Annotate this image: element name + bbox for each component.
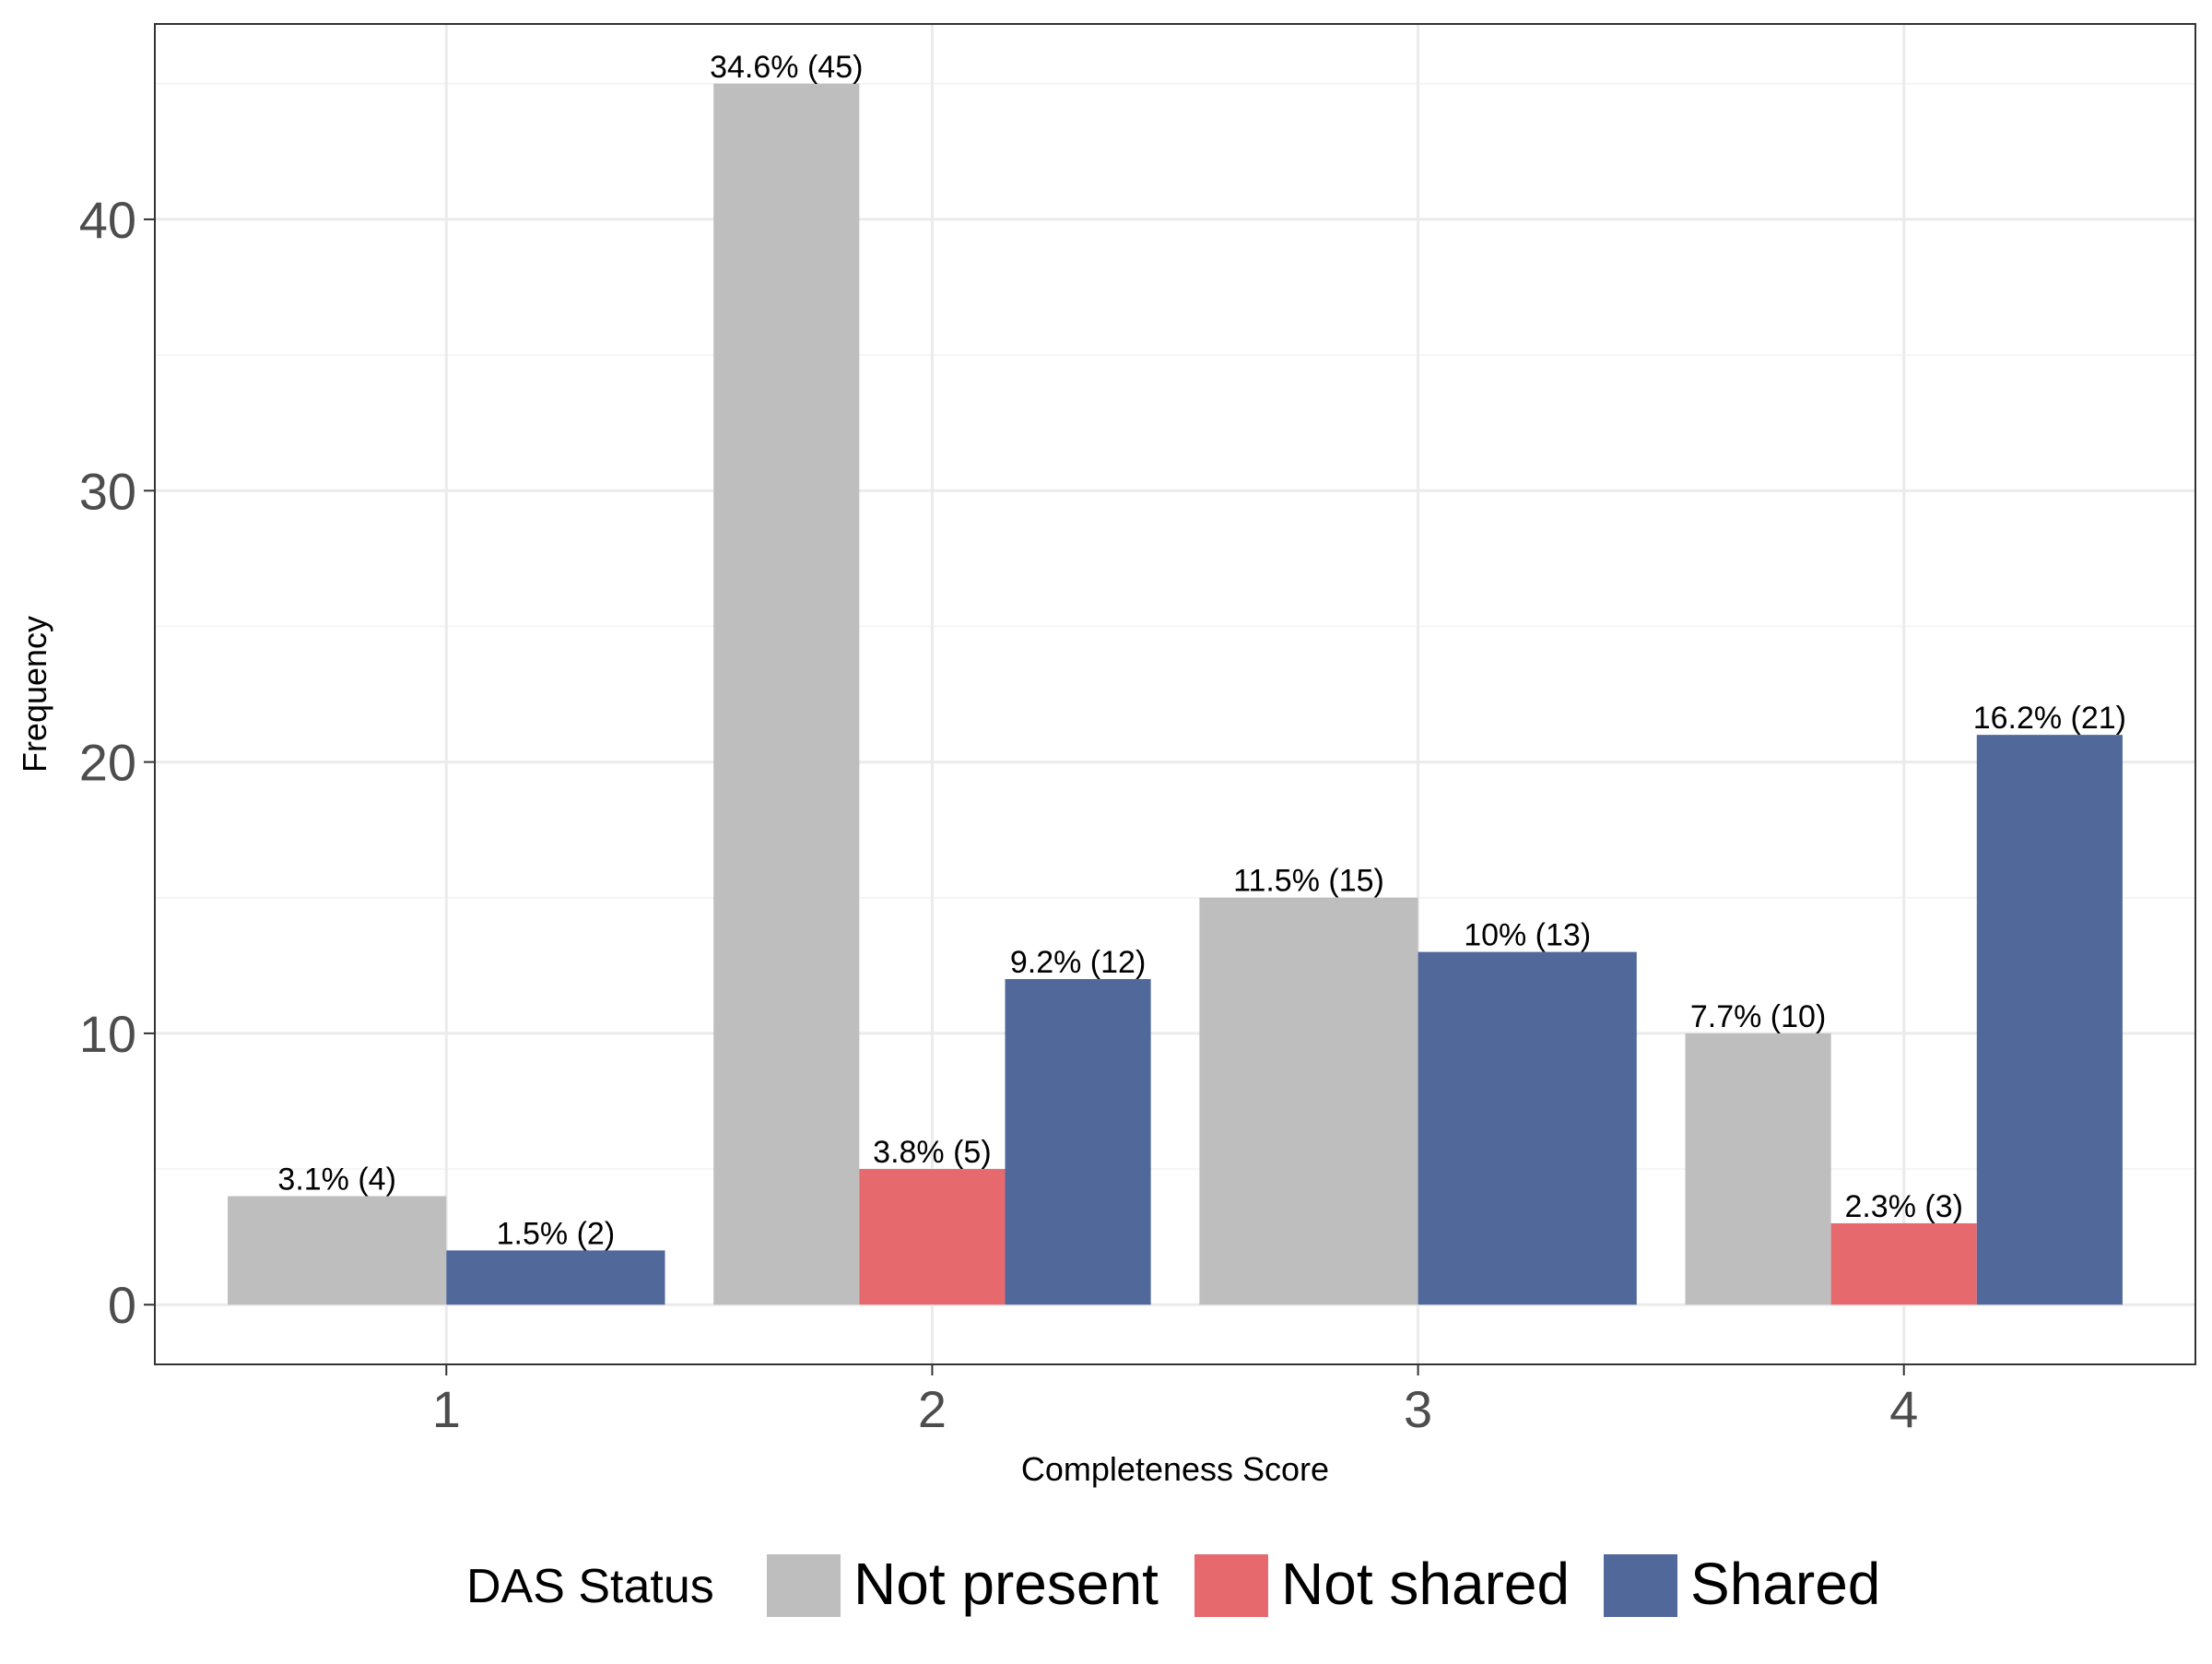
x-axis: 1 2 3 4 [432, 1364, 1918, 1438]
bar-shared-score-3 [1418, 951, 1637, 1305]
legend-items: Not present Not shared Shared [767, 1551, 1880, 1617]
x-tick-label: 3 [1404, 1380, 1432, 1438]
bar-not-shared-score-2 [859, 1169, 1006, 1305]
minor-gridlines [155, 83, 2195, 1170]
legend-key-shared [1604, 1554, 1677, 1617]
data-labels: 3.1% (4) 1.5% (2) 34.6% (45) 3.8% (5) 9.2% (… [277, 50, 2126, 1252]
data-label: 3.8% (5) [873, 1135, 992, 1170]
data-label: 7.7% (10) [1690, 999, 1826, 1034]
bar-shared-score-1 [446, 1250, 665, 1305]
data-label: 3.1% (4) [277, 1162, 396, 1198]
data-label: 9.2% (12) [1010, 945, 1146, 980]
bar-shared-score-2 [1005, 979, 1151, 1305]
data-label: 2.3% (3) [1844, 1189, 1963, 1224]
legend-key-not-present [767, 1554, 841, 1617]
y-tick-label: 40 [79, 191, 136, 249]
bar-not-present-score-3 [1199, 897, 1418, 1305]
x-tick-label: 1 [432, 1380, 461, 1438]
bar-not-present-score-4 [1685, 1033, 1831, 1305]
data-label: 11.5% (15) [1233, 864, 1384, 899]
legend-key-not-shared [1194, 1554, 1268, 1617]
bar-not-present-score-1 [228, 1196, 447, 1305]
bar-shared-score-4 [1976, 735, 2123, 1305]
x-tick-label: 4 [1889, 1380, 1918, 1438]
x-axis-title: Completeness Score [1021, 1450, 1329, 1488]
y-tick-label: 20 [79, 734, 136, 792]
x-tick-label: 2 [918, 1380, 947, 1438]
y-tick-label: 30 [79, 462, 136, 520]
data-label: 10% (13) [1464, 918, 1591, 953]
major-gridlines [155, 24, 2195, 1364]
legend: DAS Status Not present Not shared Shared [466, 1551, 1880, 1617]
legend-title: DAS Status [466, 1560, 714, 1613]
panel-border [154, 23, 2196, 1365]
bar-not-shared-score-4 [1830, 1222, 1977, 1305]
legend-label: Shared [1690, 1551, 1880, 1617]
y-axis: 0 10 20 30 40 [79, 191, 155, 1334]
y-axis-title: Frequency [16, 616, 53, 773]
data-label: 16.2% (21) [1973, 701, 2126, 736]
y-tick-label: 10 [79, 1005, 136, 1063]
legend-label: Not shared [1281, 1551, 1570, 1617]
y-tick-label: 0 [108, 1276, 136, 1334]
bars [228, 83, 2123, 1305]
bar-not-present-score-2 [713, 83, 860, 1305]
data-label: 1.5% (2) [497, 1216, 616, 1251]
data-label: 34.6% (45) [710, 50, 863, 85]
legend-label: Not present [853, 1551, 1159, 1617]
